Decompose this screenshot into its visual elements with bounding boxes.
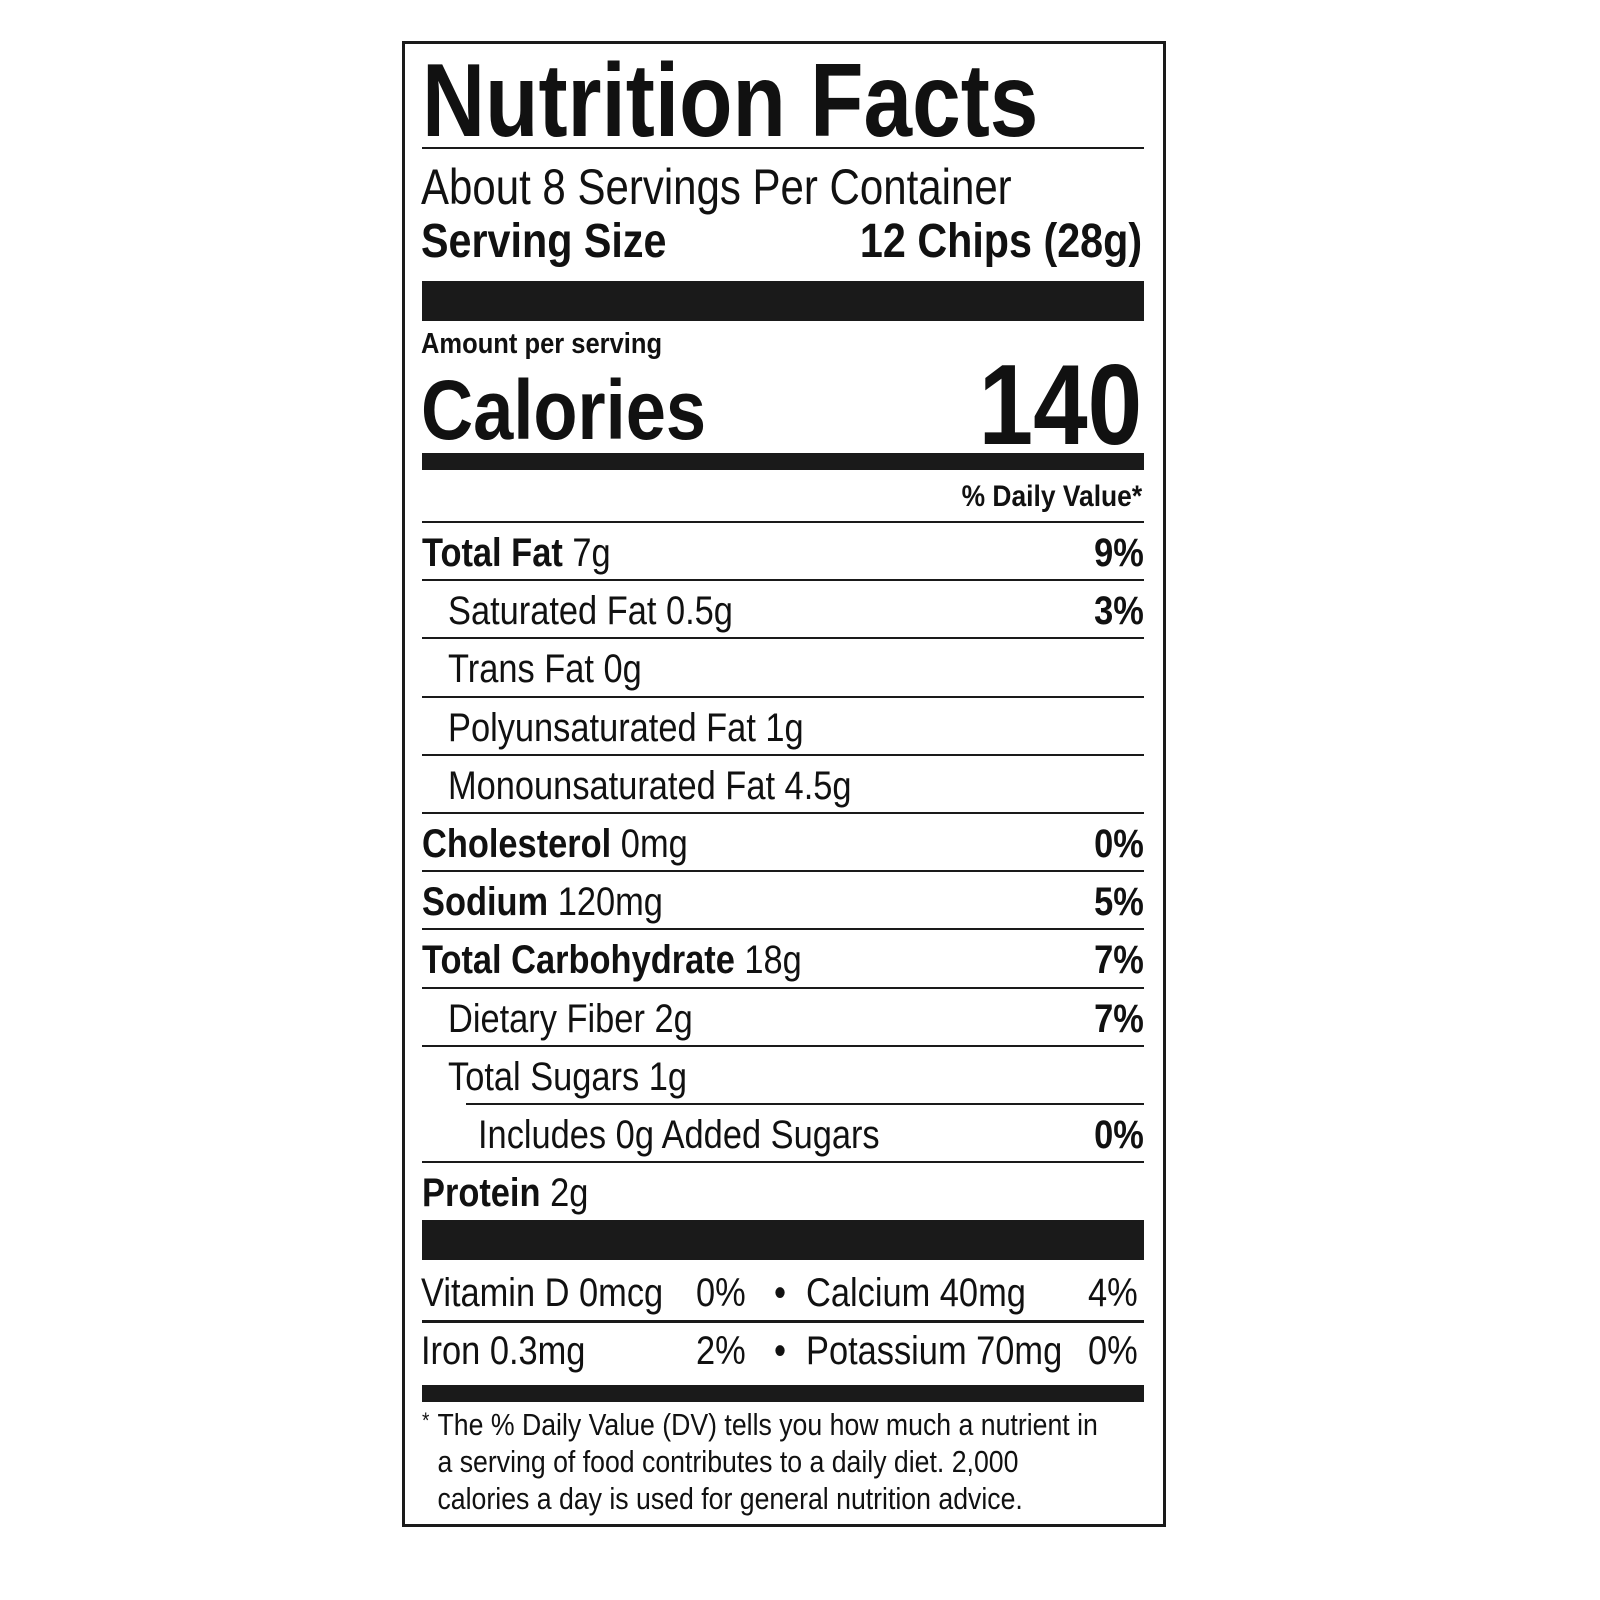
iron: Iron 0.3mg: [421, 1329, 586, 1373]
nutrient-dv: 3%: [1094, 589, 1144, 633]
nutrient-name: Total Carbohydrate: [422, 938, 735, 982]
nutrient-row-cholesterol: Cholesterol 0mg 0%: [422, 814, 1144, 872]
footnote: * The % Daily Value (DV) tells you how m…: [422, 1406, 1110, 1517]
nutrient-dv: 9%: [1094, 531, 1144, 575]
nutrition-label-border: [402, 41, 1166, 1527]
label-title: Nutrition Facts: [422, 43, 1039, 159]
divider: [422, 147, 1144, 149]
nutrient-name: Sodium: [422, 880, 549, 924]
medium-bar: [422, 453, 1144, 470]
thick-bar: [422, 281, 1144, 321]
vitamin-d-dv: 0%: [696, 1271, 746, 1315]
bullet: •: [774, 1329, 787, 1373]
nutrient-dv: 7%: [1094, 938, 1144, 982]
divider: [422, 521, 1144, 523]
thick-bar: [422, 1220, 1144, 1260]
nutrient-row-total-carbohydrate: Total Carbohydrate 18g 7%: [422, 930, 1144, 988]
nutrient-dv: 5%: [1094, 880, 1144, 924]
divider: [466, 1103, 1144, 1105]
divider: [422, 754, 1144, 756]
iron-dv: 2%: [696, 1329, 746, 1373]
nutrient-row-monounsaturated-fat: Monounsaturated Fat 4.5g: [422, 756, 1144, 814]
nutrient-amount: 18g: [744, 938, 802, 982]
potassium: Potassium 70mg: [806, 1329, 1063, 1373]
serving-size-value: 12 Chips (28g): [859, 215, 1142, 268]
nutrient-row-saturated-fat: Saturated Fat 0.5g 3%: [422, 581, 1144, 639]
divider: [422, 928, 1144, 930]
divider: [422, 812, 1144, 814]
servings-per-container: About 8 Servings Per Container: [421, 159, 1012, 215]
nutrient-name: Includes 0g Added Sugars: [478, 1113, 880, 1157]
nutrient-name: Total Fat: [422, 531, 563, 575]
nutrient-dv: 0%: [1094, 1113, 1144, 1157]
vitamin-d: Vitamin D 0mcg: [421, 1271, 664, 1315]
nutrient-row-total-fat: Total Fat 7g 9%: [422, 523, 1144, 581]
nutrient-amount: 2g: [550, 1171, 589, 1215]
calories-label: Calories: [421, 363, 707, 457]
bullet: •: [774, 1271, 787, 1315]
calcium-dv: 4%: [1088, 1271, 1138, 1315]
nutrient-name: Cholesterol: [422, 822, 612, 866]
divider: [422, 696, 1144, 698]
footnote-text: The % Daily Value (DV) tells you how muc…: [437, 1407, 1098, 1516]
nutrient-name: Trans Fat 0g: [448, 647, 642, 691]
nutrient-name: Polyunsaturated Fat 1g: [448, 706, 804, 750]
medium-bar: [422, 1385, 1144, 1402]
nutrient-row-trans-fat: Trans Fat 0g: [422, 639, 1144, 697]
divider: [422, 1161, 1144, 1163]
nutrient-name: Total Sugars 1g: [448, 1055, 688, 1099]
daily-value-header: % Daily Value*: [961, 480, 1142, 513]
nutrient-name: Saturated Fat 0.5g: [448, 589, 733, 633]
nutrient-row-dietary-fiber: Dietary Fiber 2g 7%: [422, 989, 1144, 1047]
serving-size-label: Serving Size: [421, 215, 667, 268]
nutrient-row-added-sugars: Includes 0g Added Sugars 0%: [422, 1105, 1144, 1163]
nutrient-dv: 0%: [1094, 822, 1144, 866]
nutrient-name: Protein: [422, 1171, 541, 1215]
amount-per-serving: Amount per serving: [421, 328, 663, 360]
divider: [422, 870, 1144, 872]
divider: [422, 1320, 1144, 1323]
divider: [422, 1045, 1144, 1047]
nutrient-dv: 7%: [1094, 997, 1144, 1041]
calories-value: 140: [978, 342, 1142, 469]
nutrient-name: Dietary Fiber 2g: [448, 997, 693, 1041]
nutrient-amount: 7g: [572, 531, 611, 575]
nutrient-name: Monounsaturated Fat 4.5g: [448, 764, 852, 808]
nutrient-row-protein: Protein 2g: [422, 1163, 1144, 1221]
nutrient-amount: 0mg: [620, 822, 688, 866]
divider: [422, 637, 1144, 639]
nutrient-row-sodium: Sodium 120mg 5%: [422, 872, 1144, 930]
nutrient-row-polyunsaturated-fat: Polyunsaturated Fat 1g: [422, 698, 1144, 756]
nutrient-row-total-sugars: Total Sugars 1g: [422, 1047, 1144, 1105]
footnote-marker: *: [422, 1408, 430, 1433]
divider: [422, 987, 1144, 989]
potassium-dv: 0%: [1088, 1329, 1138, 1373]
nutrient-amount: 120mg: [557, 880, 663, 924]
calcium: Calcium 40mg: [806, 1271, 1026, 1315]
divider: [422, 579, 1144, 581]
